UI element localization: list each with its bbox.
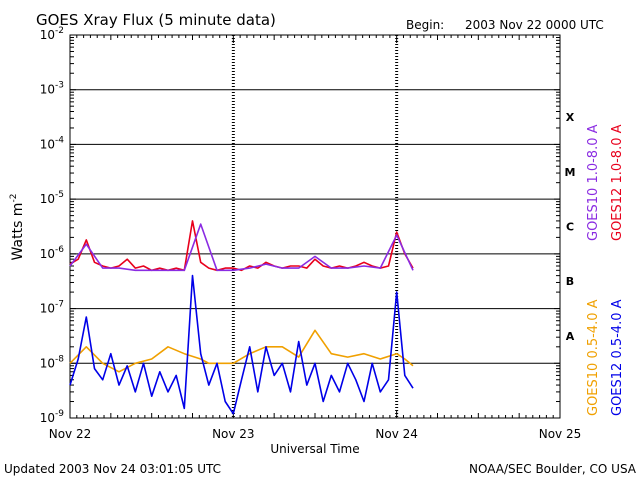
x-tick-label: Nov 25 — [539, 427, 582, 441]
series-line — [69, 223, 414, 272]
x-tick-label: Nov 24 — [375, 427, 418, 441]
data-series — [69, 220, 414, 415]
axis-ticks — [69, 35, 561, 419]
legend-entry: GOES12 0.5-4.0 A — [610, 299, 625, 416]
y-tick-labels: 10-9 10-8 10-7 10-6 10-5 10-4 10-3 10-2 — [40, 26, 65, 425]
x-tick-label: Nov 22 — [49, 427, 92, 441]
legend: GOES10 1.0-8.0 A GOES12 1.0-8.0 A GOES10 0… — [586, 124, 625, 416]
y-tick-label: 10-4 — [40, 135, 65, 151]
svg-text:Watts m-2: Watts m-2 — [9, 194, 26, 261]
y-tick-label: 10-7 — [40, 300, 64, 316]
flare-class-label: B — [566, 275, 574, 288]
begin-label: Begin: — [406, 18, 444, 32]
y-axis-label-text: Watts m — [10, 203, 26, 261]
flare-class-label: A — [566, 330, 575, 343]
flare-class-label: C — [566, 221, 574, 234]
y-tick-label: 10-5 — [40, 190, 64, 206]
legend-column: GOES10 0.5-4.0 A — [586, 299, 601, 416]
legend-entry: GOES12 1.0-8.0 A — [610, 124, 625, 241]
x-axis-label: Universal Time — [270, 442, 359, 456]
legend-column: GOES12 1.0-8.0 A — [610, 124, 625, 241]
credit-text: NOAA/SEC Boulder, CO USA — [469, 462, 637, 476]
series-line — [69, 274, 414, 415]
flare-class-labels: A B C M X — [565, 111, 576, 343]
y-tick-label: 10-8 — [40, 354, 65, 370]
legend-entry: GOES10 0.5-4.0 A — [586, 299, 601, 416]
y-tick-label: 10-3 — [40, 81, 64, 97]
y-tick-label: 10-2 — [40, 26, 64, 42]
x-tick-label: Nov 23 — [212, 427, 255, 441]
legend-column: GOES12 0.5-4.0 A — [610, 299, 625, 416]
day-separators — [231, 35, 399, 418]
series-line — [69, 220, 414, 272]
updated-text: Updated 2003 Nov 24 03:01:05 UTC — [4, 462, 221, 476]
legend-column: GOES10 1.0-8.0 A — [586, 124, 601, 241]
grid-lines — [70, 89, 560, 364]
flare-class-label: M — [565, 166, 576, 179]
y-axis-label-exponent: -2 — [9, 194, 19, 203]
chart-title: GOES Xray Flux (5 minute data) — [36, 11, 276, 29]
flare-class-label: X — [566, 111, 575, 124]
legend-entry: GOES10 1.0-8.0 A — [586, 124, 601, 241]
y-tick-label: 10-6 — [40, 245, 65, 261]
y-tick-label: 10-9 — [40, 409, 65, 425]
series-line — [69, 329, 414, 373]
x-tick-labels: Nov 22 Nov 23 Nov 24 Nov 25 — [49, 427, 582, 441]
plot-frame — [69, 34, 561, 419]
begin-value: 2003 Nov 22 0000 UTC — [465, 18, 604, 32]
y-axis-label: Watts m-2 — [9, 194, 26, 261]
